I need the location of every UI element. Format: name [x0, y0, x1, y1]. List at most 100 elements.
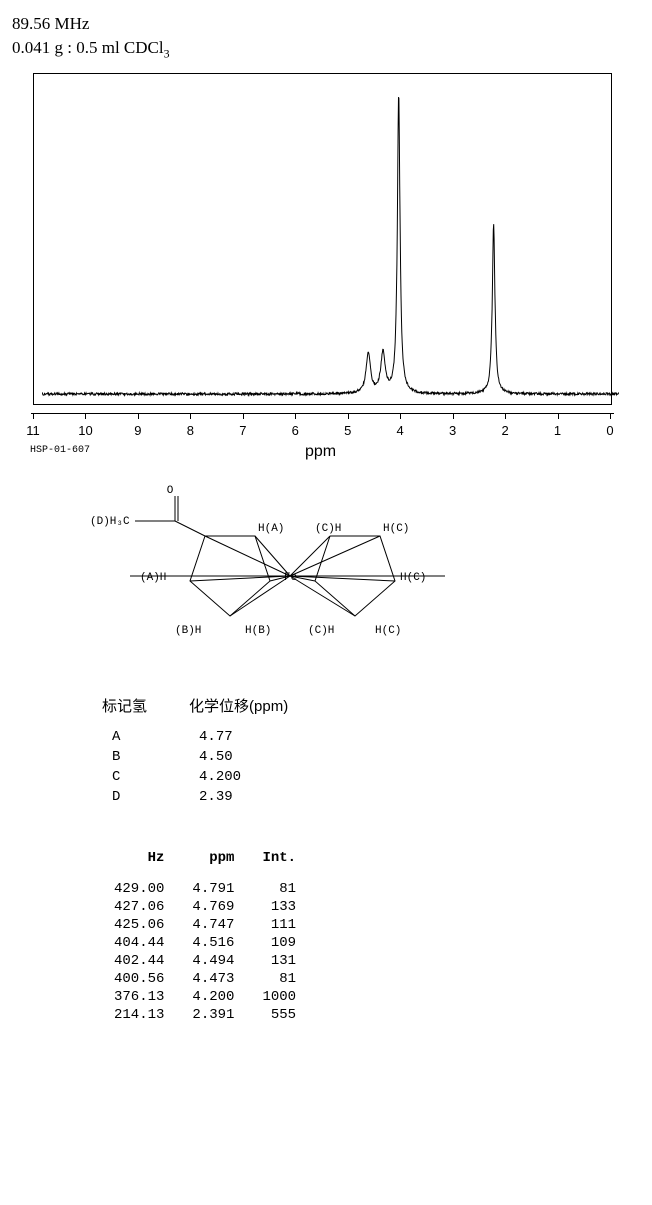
x-tick [453, 413, 454, 419]
table-row: 214.132.391555 [100, 1006, 310, 1024]
x-tick [610, 413, 611, 419]
table-row: 376.134.2001000 [100, 988, 310, 1006]
x-tick-label: 5 [336, 423, 360, 438]
table-cell: A [102, 728, 187, 746]
table-cell: 131 [248, 952, 310, 970]
table-cell: 4.747 [178, 916, 248, 934]
x-tick [558, 413, 559, 419]
x-tick [138, 413, 139, 419]
x-tick-label: 1 [546, 423, 570, 438]
peak-data-table: Hz ppm Int. 429.004.79181427.064.7691334… [100, 848, 310, 1024]
table-cell: 4.200 [189, 768, 328, 786]
table-cell: 404.44 [100, 934, 178, 952]
x-axis-line [31, 413, 614, 414]
table-cell: 425.06 [100, 916, 178, 934]
x-tick-label: 2 [493, 423, 517, 438]
x-tick [190, 413, 191, 419]
table-cell: 4.50 [189, 748, 328, 766]
table-cell: 427.06 [100, 898, 178, 916]
x-axis-label: ppm [305, 443, 336, 461]
table-row: 429.004.79181 [100, 880, 310, 898]
h-c-label-1: (C)H [315, 523, 341, 535]
d-group-label: (D)H₃C [90, 516, 130, 528]
peak-header-ppm: ppm [178, 848, 248, 880]
nmr-spectrum: 11109876543210 ppm HSP-01-607 [25, 71, 620, 451]
x-tick-label: 10 [73, 423, 97, 438]
spectrum-plot [42, 76, 619, 406]
table-row: A4.77 [102, 728, 328, 746]
x-tick-label: 3 [441, 423, 465, 438]
table-row: 404.444.516109 [100, 934, 310, 952]
h-b-label-2: H(B) [245, 625, 271, 637]
table-row: B4.50 [102, 748, 328, 766]
sample-subscript: 3 [164, 46, 170, 60]
h-b-label-1: (B)H [175, 625, 201, 637]
x-tick [243, 413, 244, 419]
table-row: 427.064.769133 [100, 898, 310, 916]
table-cell: 4.473 [178, 970, 248, 988]
table-cell: 4.516 [178, 934, 248, 952]
table-cell: 133 [248, 898, 310, 916]
table-row: 400.564.47381 [100, 970, 310, 988]
x-tick-label: 7 [231, 423, 255, 438]
sample-text: 0.041 g : 0.5 ml CDCl [12, 38, 164, 57]
table-cell: 376.13 [100, 988, 178, 1006]
table-cell: B [102, 748, 187, 766]
table-cell: C [102, 768, 187, 786]
table-row: 402.444.494131 [100, 952, 310, 970]
oxygen-label: O [167, 485, 174, 497]
molecule-structure: O (D)H₃C Fe H(A) (A)H (B)H H(B) (C)H H(C… [80, 481, 500, 681]
x-tick-label: 9 [126, 423, 150, 438]
x-tick [505, 413, 506, 419]
assignment-header-label: 标记氢 [102, 693, 187, 726]
table-cell: 81 [248, 880, 310, 898]
table-row: Hz ppm Int. [100, 848, 310, 880]
x-tick-label: 6 [283, 423, 307, 438]
fe-label: Fe [284, 572, 297, 584]
peak-header-hz: Hz [100, 848, 178, 880]
table-row: C4.200 [102, 768, 328, 786]
table-cell: 400.56 [100, 970, 178, 988]
h-c-label-5: H(C) [375, 625, 401, 637]
table-cell: 1000 [248, 988, 310, 1006]
x-tick-label: 8 [178, 423, 202, 438]
spectrum-frame [33, 73, 612, 405]
assignment-header-shift: 化学位移(ppm) [189, 693, 328, 726]
sample-label: 0.041 g : 0.5 ml CDCl3 [12, 38, 642, 61]
spectrum-code: HSP-01-607 [30, 445, 90, 456]
x-tick-label: 0 [598, 423, 622, 438]
x-tick [348, 413, 349, 419]
table-cell: 214.13 [100, 1006, 178, 1024]
table-cell: 4.200 [178, 988, 248, 1006]
table-row: D2.39 [102, 788, 328, 806]
table-row: 425.064.747111 [100, 916, 310, 934]
table-cell: 429.00 [100, 880, 178, 898]
table-cell: 81 [248, 970, 310, 988]
table-cell: 4.77 [189, 728, 328, 746]
x-tick-label: 4 [388, 423, 412, 438]
h-c-label-4: (C)H [308, 625, 334, 637]
table-cell: 4.791 [178, 880, 248, 898]
x-tick-label: 11 [21, 423, 45, 438]
frequency-label: 89.56 MHz [12, 14, 642, 34]
h-a-label-1: H(A) [258, 523, 284, 535]
table-cell: 4.769 [178, 898, 248, 916]
table-cell: D [102, 788, 187, 806]
table-cell: 2.391 [178, 1006, 248, 1024]
x-tick [85, 413, 86, 419]
table-cell: 4.494 [178, 952, 248, 970]
table-row: 标记氢 化学位移(ppm) [102, 693, 328, 726]
table-cell: 402.44 [100, 952, 178, 970]
x-tick [400, 413, 401, 419]
h-c-label-2: H(C) [383, 523, 409, 535]
h-c-label-3: H(C) [400, 572, 426, 584]
spectrum-trace [42, 97, 619, 395]
table-cell: 2.39 [189, 788, 328, 806]
table-cell: 109 [248, 934, 310, 952]
x-tick [295, 413, 296, 419]
h-a-label-2: (A)H [140, 572, 166, 584]
x-tick [33, 413, 34, 419]
table-cell: 111 [248, 916, 310, 934]
table-cell: 555 [248, 1006, 310, 1024]
peak-header-int: Int. [248, 848, 310, 880]
